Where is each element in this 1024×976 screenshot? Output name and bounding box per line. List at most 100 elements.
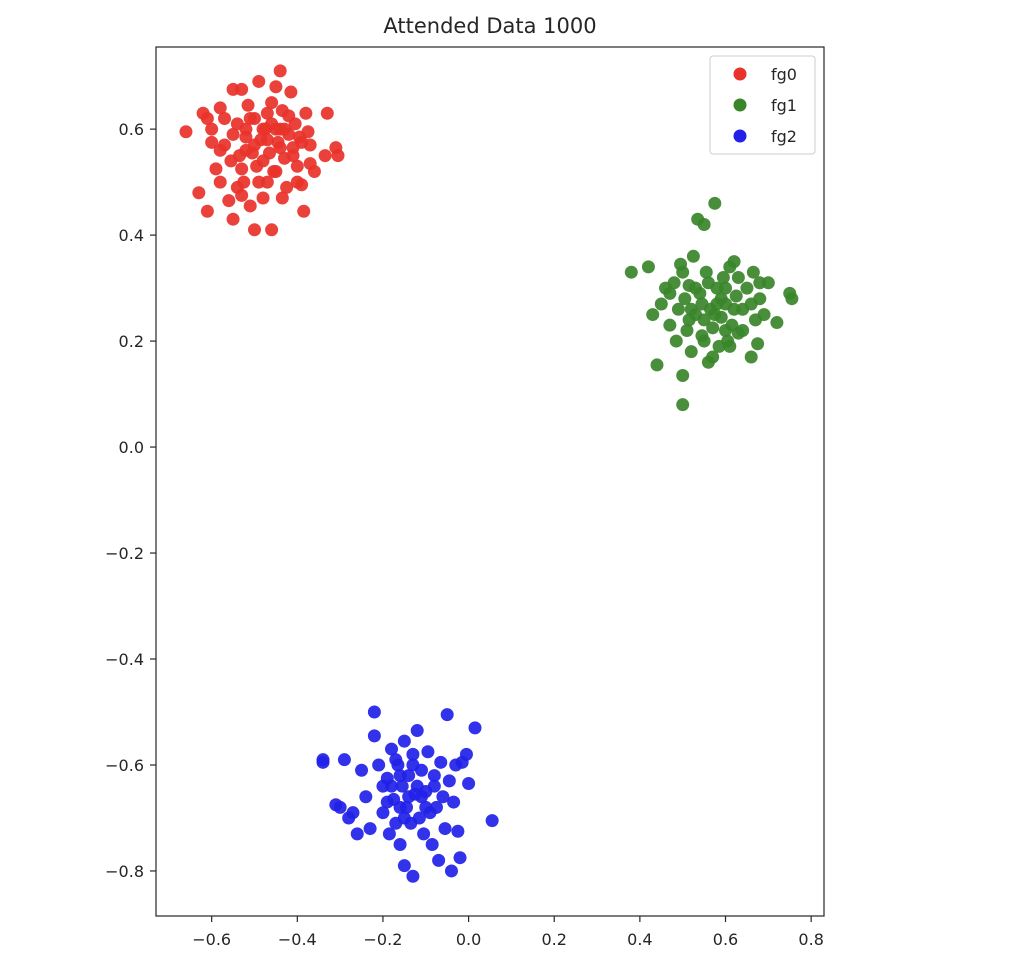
series-fg2 (316, 705, 499, 883)
point-fg2-35 (417, 827, 431, 841)
point-fg2-25 (397, 859, 411, 873)
point-fg1-50 (785, 292, 799, 306)
point-fg0-22 (247, 223, 261, 237)
point-fg0-69 (235, 162, 249, 176)
point-fg0-40 (284, 85, 298, 99)
point-fg1-60 (736, 323, 750, 337)
point-fg2-6 (346, 806, 360, 820)
point-fg2-45 (438, 822, 452, 836)
point-fg2-40 (427, 769, 441, 783)
point-fg1-40 (740, 281, 754, 295)
point-fg0-65 (282, 109, 296, 123)
point-fg2-37 (421, 745, 435, 759)
point-fg1-8 (669, 334, 683, 348)
point-fg2-41 (429, 800, 443, 814)
point-fg0-79 (196, 106, 210, 120)
point-fg1-41 (744, 350, 758, 364)
point-fg2-59 (393, 769, 407, 783)
point-fg0-24 (252, 74, 266, 88)
point-fg1-71 (723, 339, 737, 353)
point-fg2-67 (389, 753, 403, 767)
point-fg0-73 (303, 157, 317, 171)
point-fg2-43 (434, 755, 448, 769)
point-fg0-2 (200, 204, 214, 218)
point-fg1-68 (731, 270, 745, 284)
legend-label-fg1: fg1 (771, 96, 797, 115)
point-fg0-61 (226, 127, 240, 141)
y-tick-label: −0.4 (105, 650, 144, 669)
point-fg0-48 (301, 125, 315, 139)
point-fg0-82 (256, 122, 270, 136)
point-fg1-2 (646, 308, 660, 322)
point-fg2-18 (385, 742, 399, 756)
point-fg2-8 (355, 763, 369, 777)
plot-frame (155, 46, 825, 917)
point-fg2-13 (372, 758, 386, 772)
x-tick-label: 0.6 (713, 930, 738, 949)
point-fg2-42 (432, 853, 446, 867)
y-tick-label: −0.2 (105, 544, 144, 563)
point-fg1-26 (706, 321, 720, 335)
y-tick-label: 0.0 (119, 438, 144, 457)
point-fg0-52 (320, 106, 334, 120)
point-fg0-71 (269, 165, 283, 179)
point-fg0-75 (265, 96, 279, 110)
point-fg0-68 (213, 101, 227, 115)
point-fg1-3 (650, 358, 664, 372)
point-fg0-62 (247, 138, 261, 152)
point-fg1-1 (641, 260, 655, 274)
point-fg1-66 (753, 276, 767, 290)
point-fg2-64 (406, 747, 420, 761)
point-fg2-24 (397, 734, 411, 748)
point-fg2-65 (414, 790, 428, 804)
y-tick-label: −0.6 (105, 756, 144, 775)
x-tick-label: −0.2 (364, 930, 403, 949)
series-fg1 (624, 196, 799, 412)
point-fg1-23 (699, 265, 713, 279)
x-tick-label: −0.6 (192, 930, 231, 949)
point-fg2-11 (367, 705, 381, 719)
point-fg0-32 (269, 80, 283, 94)
point-fg0-5 (209, 162, 223, 176)
point-fg0-19 (243, 199, 257, 213)
point-fg1-51 (695, 297, 709, 311)
legend-label-fg0: fg0 (771, 65, 797, 84)
point-fg2-52 (453, 851, 467, 865)
legend-marker-fg2 (733, 129, 747, 143)
point-fg2-66 (380, 795, 394, 809)
legend-marker-fg0 (733, 67, 747, 81)
point-fg0-57 (256, 154, 270, 168)
x-tick-label: 0.4 (627, 930, 652, 949)
point-fg1-31 (716, 270, 730, 284)
point-fg1-56 (689, 281, 703, 295)
legend-label-fg2: fg2 (771, 127, 797, 146)
series-fg0 (179, 64, 345, 237)
point-fg2-1 (316, 755, 330, 769)
point-fg0-60 (286, 149, 300, 163)
point-fg0-0 (179, 125, 193, 139)
point-fg0-43 (290, 159, 304, 173)
point-fg0-55 (218, 112, 232, 126)
y-tick-label: 0.2 (119, 332, 144, 351)
point-fg0-66 (295, 135, 309, 149)
point-fg1-12 (676, 398, 690, 412)
point-fg2-44 (436, 790, 450, 804)
point-fg1-70 (684, 302, 698, 316)
point-fg1-14 (680, 323, 694, 337)
point-fg0-35 (273, 64, 287, 78)
point-fg2-68 (427, 779, 441, 793)
point-fg1-53 (708, 308, 722, 322)
point-fg0-30 (265, 223, 279, 237)
point-fg2-9 (359, 790, 373, 804)
point-fg0-64 (273, 141, 287, 155)
point-fg2-33 (412, 811, 426, 825)
x-tick-label: 0.8 (798, 930, 823, 949)
point-fg0-72 (290, 175, 304, 189)
point-fg1-13 (678, 292, 692, 306)
point-fg1-58 (706, 350, 720, 364)
point-fg1-22 (697, 218, 711, 232)
point-fg1-62 (697, 313, 711, 327)
point-fg2-47 (442, 774, 456, 788)
legend-marker-fg1 (733, 98, 747, 112)
point-fg0-18 (241, 98, 255, 112)
